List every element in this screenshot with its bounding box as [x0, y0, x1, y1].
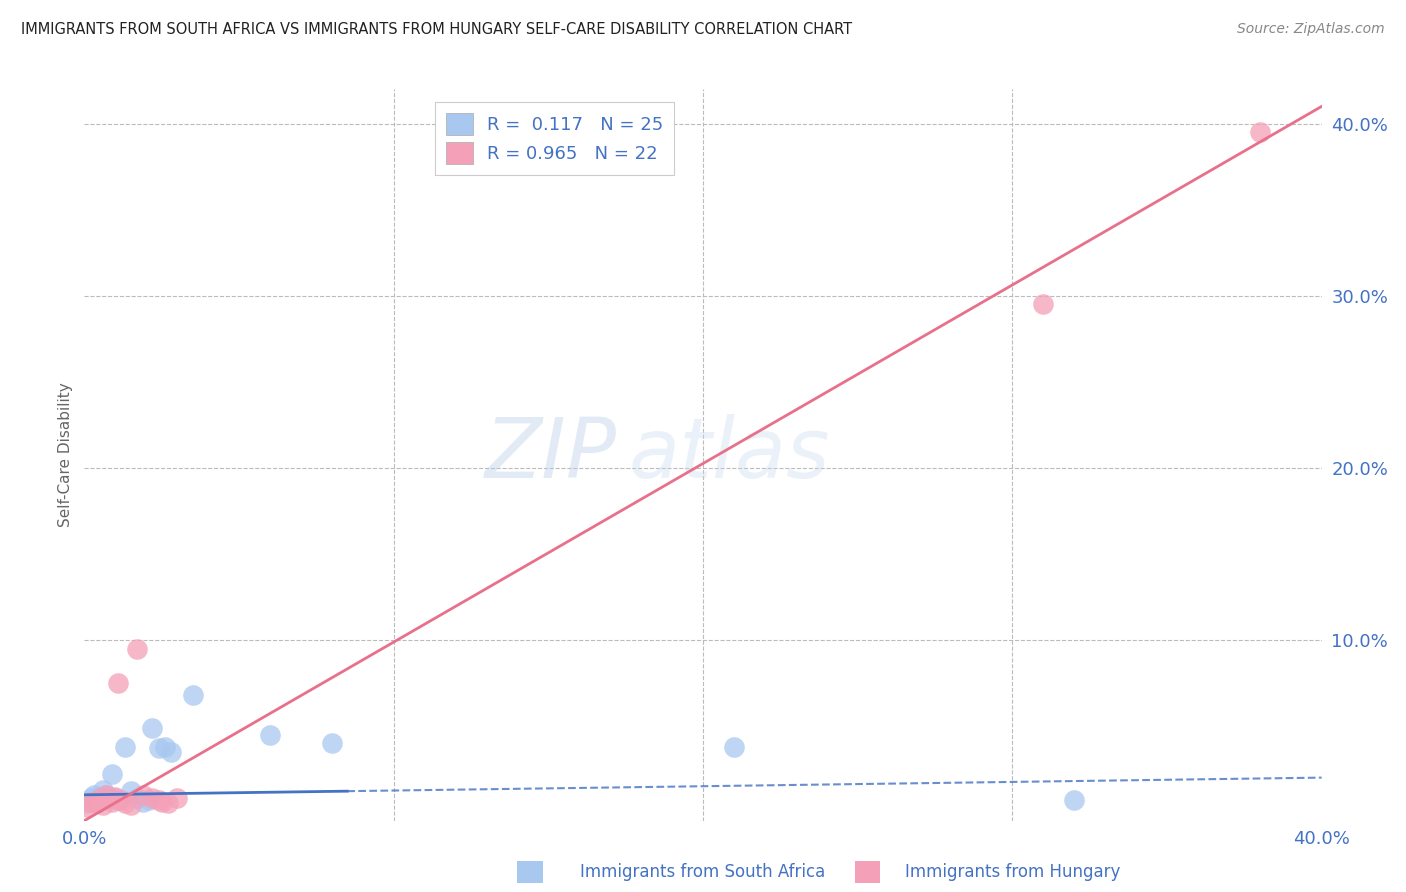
Point: [79, 795, 101, 809]
Point: [1249, 125, 1271, 139]
Text: Immigrants from South Africa: Immigrants from South Africa: [581, 863, 825, 881]
Point: [114, 739, 136, 754]
Text: ZIP: ZIP: [485, 415, 616, 495]
Point: [723, 739, 745, 754]
Point: [120, 784, 142, 798]
Point: [101, 767, 124, 781]
Point: [83, 788, 105, 802]
Point: [114, 797, 136, 811]
Point: [1063, 793, 1085, 807]
Point: [120, 798, 142, 813]
Point: [91, 782, 114, 797]
Point: [104, 791, 127, 805]
Point: [86, 797, 108, 811]
Point: [86, 795, 108, 809]
Point: [141, 791, 163, 805]
Point: [148, 793, 170, 807]
Point: [181, 688, 204, 702]
Point: [148, 741, 170, 756]
Point: [150, 795, 173, 809]
Point: [153, 739, 176, 754]
Text: atlas: atlas: [628, 415, 831, 495]
Point: [94, 788, 117, 802]
Point: [98, 791, 121, 805]
Point: [132, 795, 155, 809]
Point: [1032, 297, 1054, 311]
Point: [104, 789, 127, 804]
Point: [79, 791, 101, 805]
Point: [91, 798, 114, 813]
Point: [141, 721, 163, 735]
Point: [156, 797, 179, 811]
Point: [138, 793, 160, 807]
Point: [76, 797, 98, 811]
Point: [107, 793, 129, 807]
Text: Source: ZipAtlas.com: Source: ZipAtlas.com: [1237, 22, 1385, 37]
Point: [101, 795, 124, 809]
Point: [259, 728, 281, 742]
Point: [321, 736, 343, 750]
Point: [125, 791, 148, 805]
Y-axis label: Self-Care Disability: Self-Care Disability: [58, 383, 73, 527]
Point: [160, 745, 183, 759]
Point: [125, 641, 148, 656]
Point: [89, 789, 111, 804]
Text: IMMIGRANTS FROM SOUTH AFRICA VS IMMIGRANTS FROM HUNGARY SELF-CARE DISABILITY COR: IMMIGRANTS FROM SOUTH AFRICA VS IMMIGRAN…: [21, 22, 852, 37]
Point: [107, 676, 129, 690]
Point: [98, 791, 121, 805]
Legend: R =  0.117   N = 25, R = 0.965   N = 22: R = 0.117 N = 25, R = 0.965 N = 22: [434, 102, 675, 175]
Point: [76, 800, 98, 814]
Point: [110, 793, 132, 807]
Point: [132, 788, 155, 802]
Point: [166, 791, 188, 805]
Point: [94, 788, 117, 802]
Text: Immigrants from Hungary: Immigrants from Hungary: [904, 863, 1121, 881]
Point: [89, 791, 111, 805]
